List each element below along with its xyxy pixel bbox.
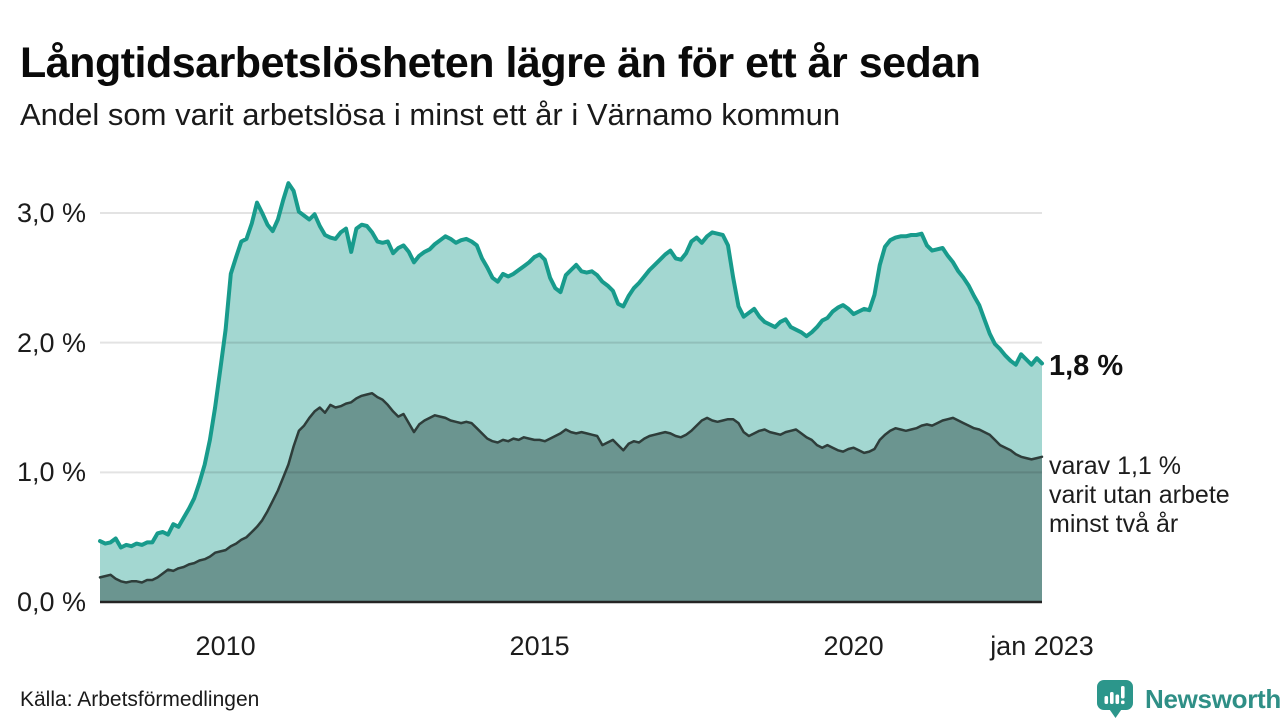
newsworthy-logo: Newsworthy xyxy=(1096,679,1280,720)
area-fill xyxy=(100,183,1042,602)
newsworthy-icon xyxy=(1097,680,1133,718)
y-tick-label: 0,0 % xyxy=(16,587,86,617)
x-tick-label: 2020 xyxy=(823,631,884,661)
series-line xyxy=(98,181,1044,550)
source-note: Källa: Arbetsförmedlingen xyxy=(20,688,260,711)
page-title: Långtidsarbetslösheten lägre än för ett … xyxy=(20,38,981,87)
x-tick-label: jan 2023 xyxy=(990,631,1094,661)
secondary-series-annotation: varav 1,1 % varit utan arbete minst två … xyxy=(1049,452,1230,538)
area-fill xyxy=(100,393,1042,602)
latest-value-label: 1,8 % xyxy=(1049,350,1124,382)
series-line xyxy=(98,391,1044,584)
newsworthy-wordmark: Newsworthy xyxy=(1145,684,1280,714)
y-tick-label: 2,0 % xyxy=(16,327,86,358)
x-tick-label: 2015 xyxy=(509,631,570,661)
x-tick-label: 2010 xyxy=(195,631,256,661)
y-tick-label: 3,0 % xyxy=(16,197,86,228)
y-tick-label: 1,0 % xyxy=(16,457,86,488)
chart-subtitle: Andel som varit arbetslösa i minst ett å… xyxy=(20,97,841,132)
